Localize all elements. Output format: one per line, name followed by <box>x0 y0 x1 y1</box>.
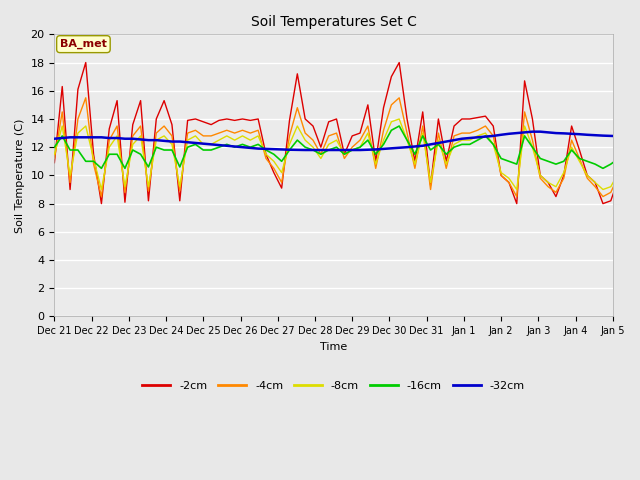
Text: BA_met: BA_met <box>60 39 107 49</box>
Y-axis label: Soil Temperature (C): Soil Temperature (C) <box>15 118 25 233</box>
X-axis label: Time: Time <box>320 342 348 352</box>
Legend: -2cm, -4cm, -8cm, -16cm, -32cm: -2cm, -4cm, -8cm, -16cm, -32cm <box>138 377 529 396</box>
Title: Soil Temperatures Set C: Soil Temperatures Set C <box>251 15 417 29</box>
